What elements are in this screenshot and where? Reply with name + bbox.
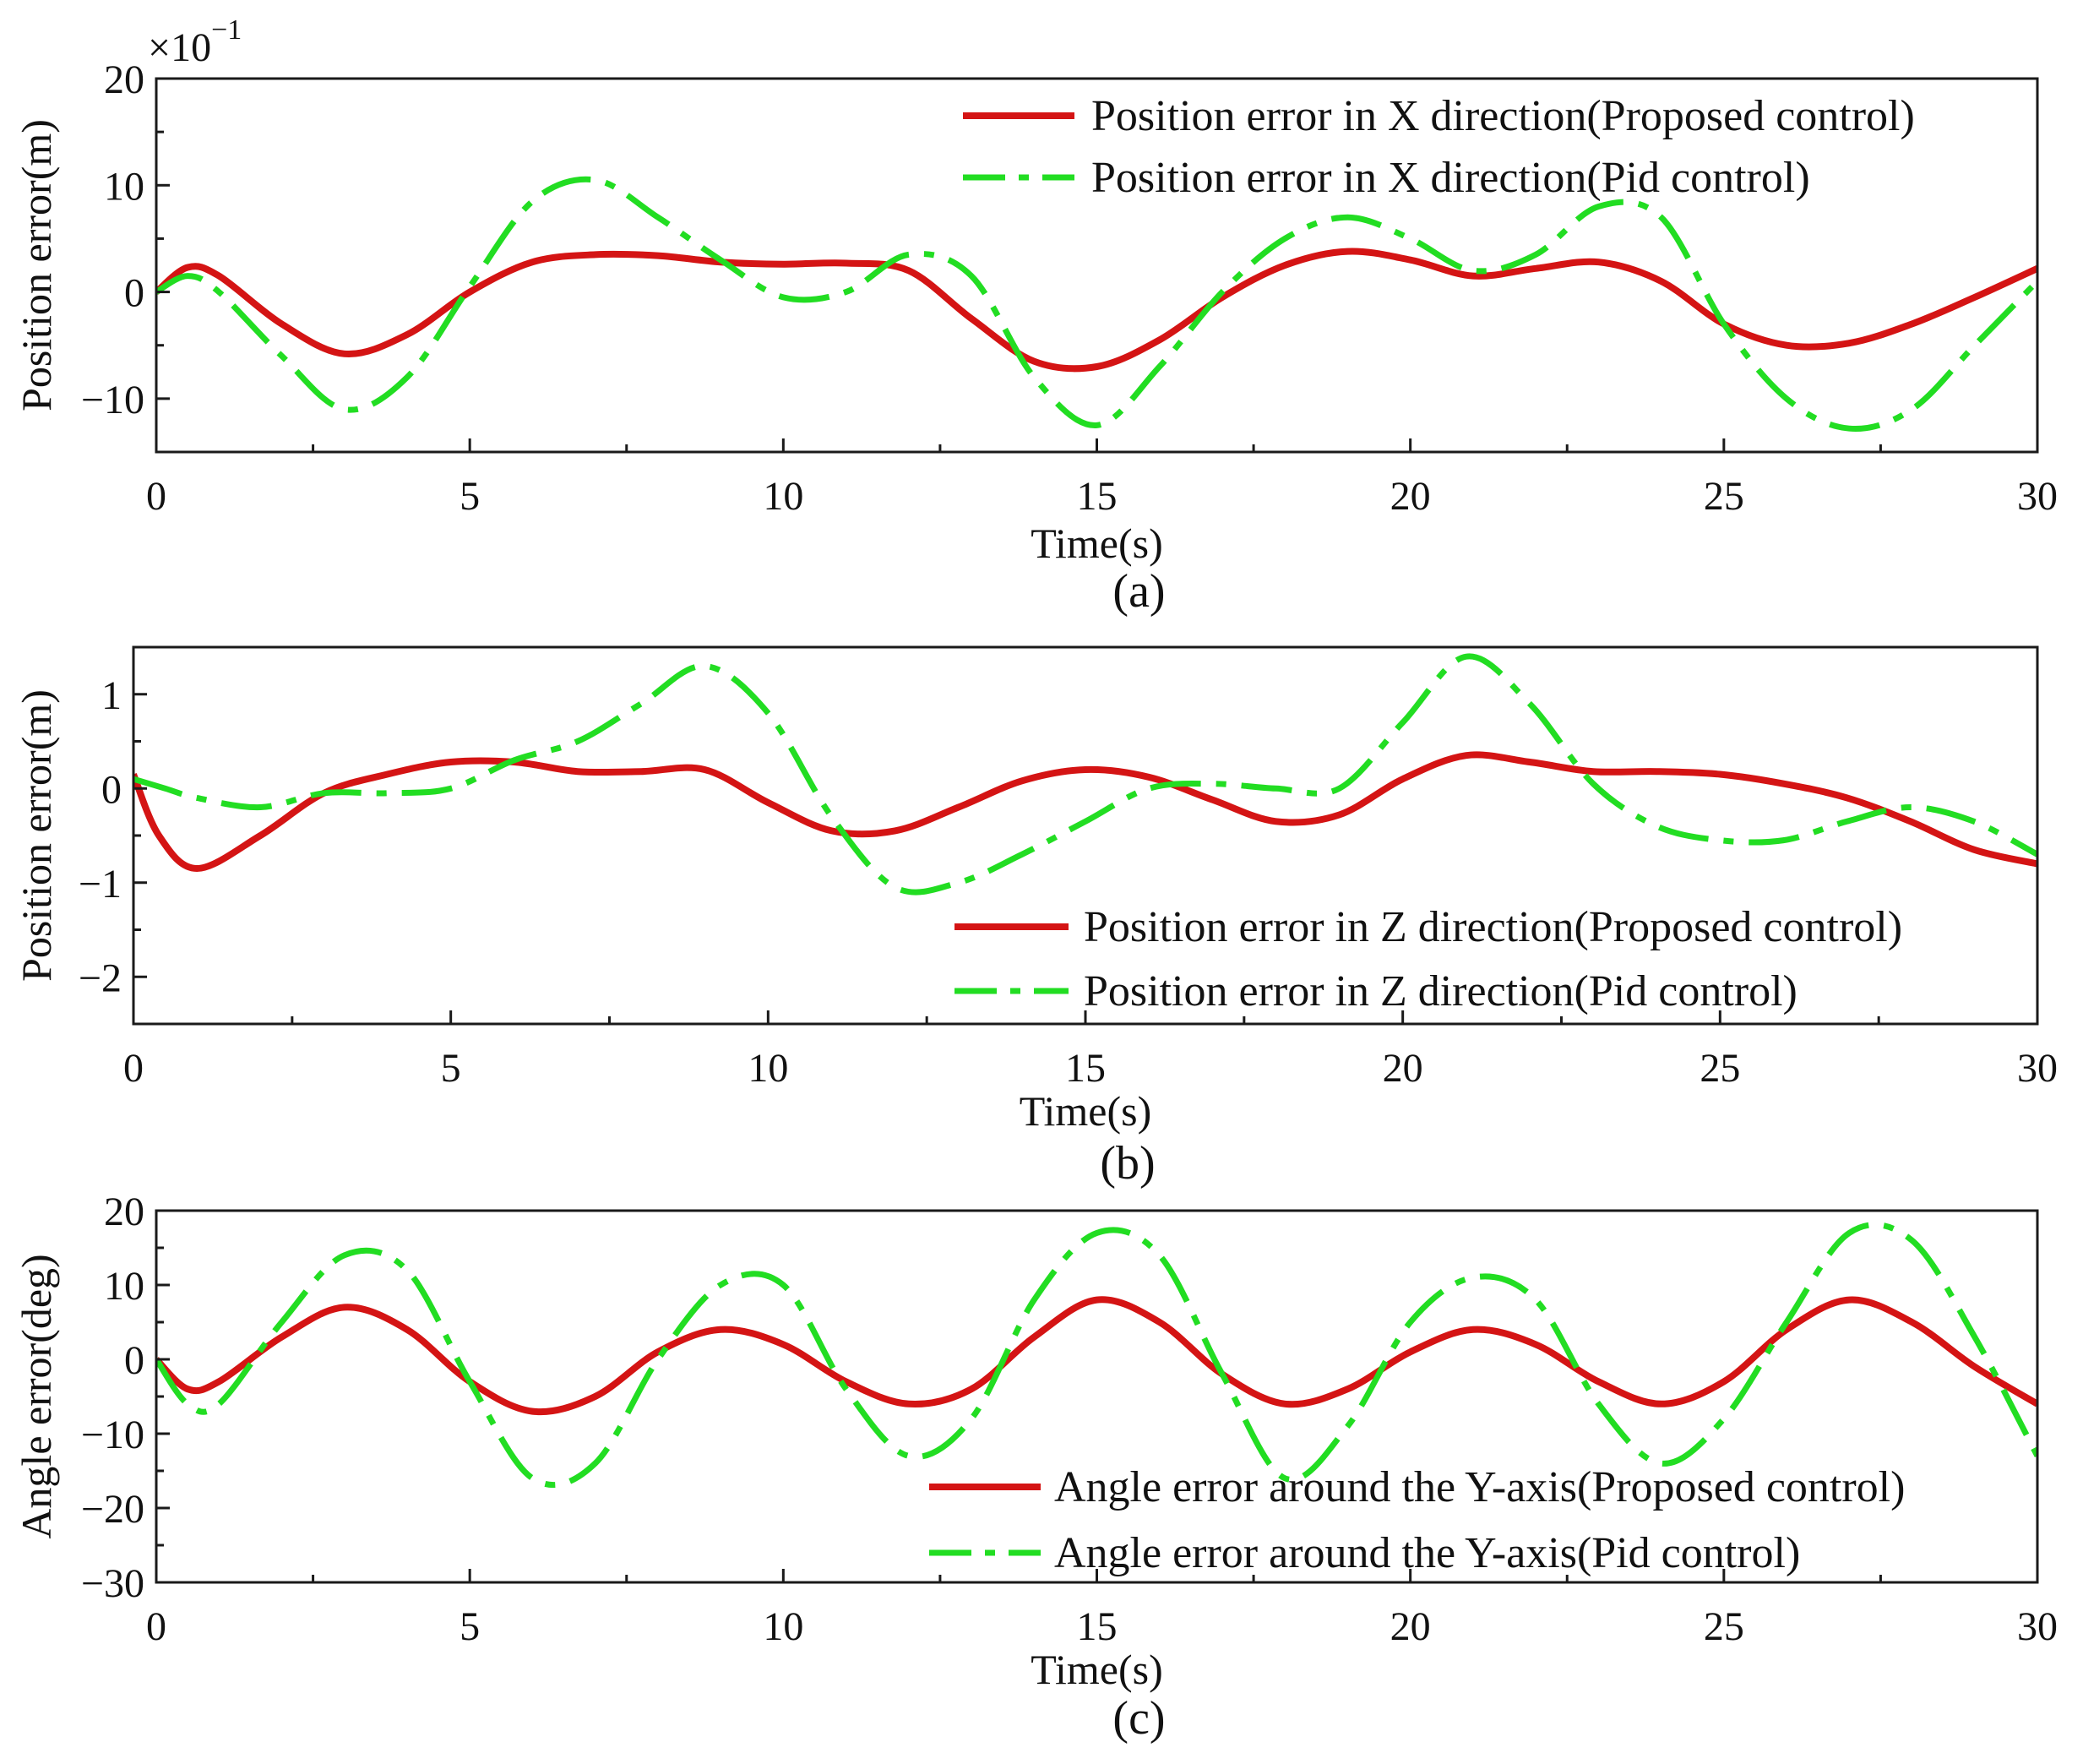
- chart-panel-3: 0 5 10 15 20 25 30 −30 −20 −10 0 10 20 Time(s) Angle e…: [13, 1190, 2058, 1745]
- y-tick-label: −10: [81, 1413, 144, 1457]
- pid-control-line: [156, 176, 2037, 433]
- y-axis-title: Position error(m): [13, 689, 60, 982]
- x-tick-label: 20: [1390, 474, 1431, 519]
- y-tick-label: −10: [81, 378, 144, 422]
- y-tick-label: 0: [124, 1338, 144, 1383]
- x-tick-label: 5: [460, 1604, 480, 1649]
- series-group: [156, 176, 2037, 433]
- x-tick-label: 20: [1390, 1604, 1431, 1649]
- proposed-control-line: [156, 1296, 2037, 1416]
- legend-label: Angle error around the Y-axis(Pid contro…: [1054, 1529, 1800, 1577]
- series-group: [133, 653, 2037, 896]
- x-tick-label: 15: [1077, 474, 1118, 519]
- legend: Position error in Z direction(Proposed c…: [954, 903, 1902, 1015]
- y-tick-label: 20: [104, 1190, 144, 1234]
- x-axis-title: Time(s): [1031, 1646, 1163, 1693]
- x-tick-label: 20: [1383, 1046, 1423, 1091]
- x-tick-label: 30: [2017, 474, 2058, 519]
- y-multiplier-exponent: −1: [211, 14, 242, 46]
- x-tick-label: 0: [146, 474, 166, 519]
- x-tick-label: 10: [763, 474, 803, 519]
- proposed-control-line: [156, 248, 2037, 373]
- panel-label: (c): [1112, 1692, 1165, 1745]
- y-tick-label: −2: [79, 956, 122, 1000]
- y-axis-title: Angle error(deg): [13, 1254, 60, 1538]
- legend-label: Position error in X direction(Proposed c…: [1091, 92, 1915, 140]
- panel-label: (b): [1100, 1137, 1155, 1190]
- x-tick-label: 30: [2017, 1046, 2058, 1091]
- x-tick-label: 15: [1077, 1604, 1118, 1649]
- y-tick-label: 0: [124, 271, 144, 316]
- y-multiplier-label: ×10−1: [148, 14, 242, 70]
- x-axis-title: Time(s): [1031, 520, 1163, 567]
- x-tick-label: 5: [460, 474, 480, 519]
- x-tick-label: 0: [146, 1604, 166, 1649]
- y-tick-label: −1: [79, 862, 122, 906]
- chart-panel-2: 0 5 10 15 20 25 30 −2 −1 0 1 Time(s) Position error(…: [13, 645, 2058, 1190]
- y-tick-label: −30: [81, 1561, 144, 1606]
- y-tick-label: 20: [104, 57, 144, 102]
- legend: Position error in X direction(Proposed c…: [963, 92, 1915, 202]
- x-tick-label: 15: [1065, 1046, 1106, 1091]
- x-tick-label: 25: [1704, 474, 1744, 519]
- y-tick-label: 0: [101, 767, 122, 812]
- y-tick-label: −20: [81, 1487, 144, 1532]
- pid-control-line: [133, 653, 2037, 896]
- x-tick-label: 25: [1704, 1604, 1744, 1649]
- legend-label: Position error in X direction(Pid contro…: [1091, 154, 1810, 202]
- x-axis-title: Time(s): [1020, 1087, 1152, 1135]
- legend: Angle error around the Y-axis(Proposed c…: [929, 1463, 1905, 1577]
- panel-label: (a): [1112, 565, 1165, 618]
- proposed-control-line: [133, 751, 2037, 872]
- x-tick-label: 25: [1700, 1046, 1740, 1091]
- pid-control-line: [156, 1222, 2037, 1489]
- x-tick-label: 5: [441, 1046, 461, 1091]
- y-tick-label: 10: [104, 1264, 144, 1309]
- chart-panel-1: 0 5 10 15 20 25 30 −10 0 10 20 Time(s) Position erro…: [13, 14, 2058, 618]
- y-axis-title: Position error(m): [13, 119, 60, 411]
- series-group: [156, 1222, 2037, 1489]
- legend-label: Position error in Z direction(Pid contro…: [1084, 967, 1797, 1015]
- x-tick-label: 10: [748, 1046, 788, 1091]
- y-tick-label: 1: [101, 673, 122, 718]
- x-tick-label: 10: [763, 1604, 803, 1649]
- x-tick-label: 0: [123, 1046, 144, 1091]
- plot-frame: [155, 1209, 2039, 1584]
- y-tick-label: 10: [104, 164, 144, 209]
- legend-label: Position error in Z direction(Proposed c…: [1084, 903, 1902, 951]
- x-tick-label: 30: [2017, 1604, 2058, 1649]
- legend-label: Angle error around the Y-axis(Proposed c…: [1054, 1463, 1905, 1511]
